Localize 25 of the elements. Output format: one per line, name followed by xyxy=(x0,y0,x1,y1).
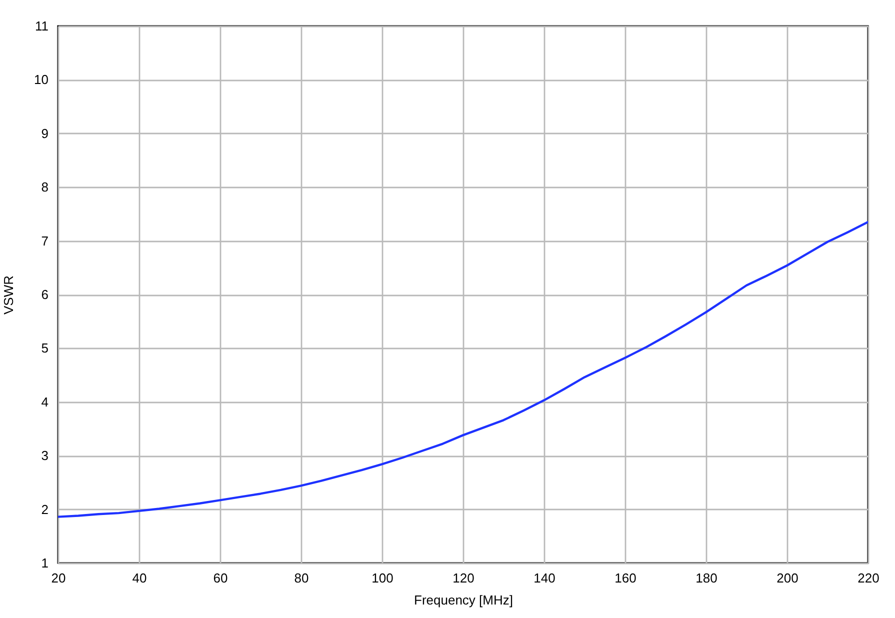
y-tick-label: 9 xyxy=(41,126,48,141)
y-tick-label: 10 xyxy=(34,72,48,88)
x-tick-label: 160 xyxy=(614,570,636,586)
x-tick-label: 220 xyxy=(858,570,880,586)
x-tick-label: 80 xyxy=(294,570,309,586)
x-tick-label: 60 xyxy=(213,570,228,586)
y-tick-label: 11 xyxy=(35,18,48,34)
line-series xyxy=(58,220,868,518)
x-tick-label: 200 xyxy=(776,570,798,586)
x-tick-label: 20 xyxy=(51,570,66,586)
x-tick-label: 40 xyxy=(132,570,147,586)
x-axis-title: Frequency [MHz] xyxy=(414,592,513,608)
y-tick-label: 3 xyxy=(41,448,48,464)
y-tick-label: 6 xyxy=(41,287,48,302)
x-tick-label: 180 xyxy=(696,570,718,586)
x-tick-label: 140 xyxy=(534,570,556,586)
y-tick-label: 1 xyxy=(41,556,48,570)
y-tick-label: 8 xyxy=(41,180,48,195)
y-tick-label: 2 xyxy=(41,502,48,517)
y-tick-label: 7 xyxy=(41,233,48,248)
y-axis-title: VSWR xyxy=(1,276,16,314)
x-tick-label: 120 xyxy=(452,570,474,586)
y-tick-label: 4 xyxy=(41,394,48,410)
x-tick-label: 100 xyxy=(372,570,394,586)
y-tick-label: 5 xyxy=(41,340,48,356)
